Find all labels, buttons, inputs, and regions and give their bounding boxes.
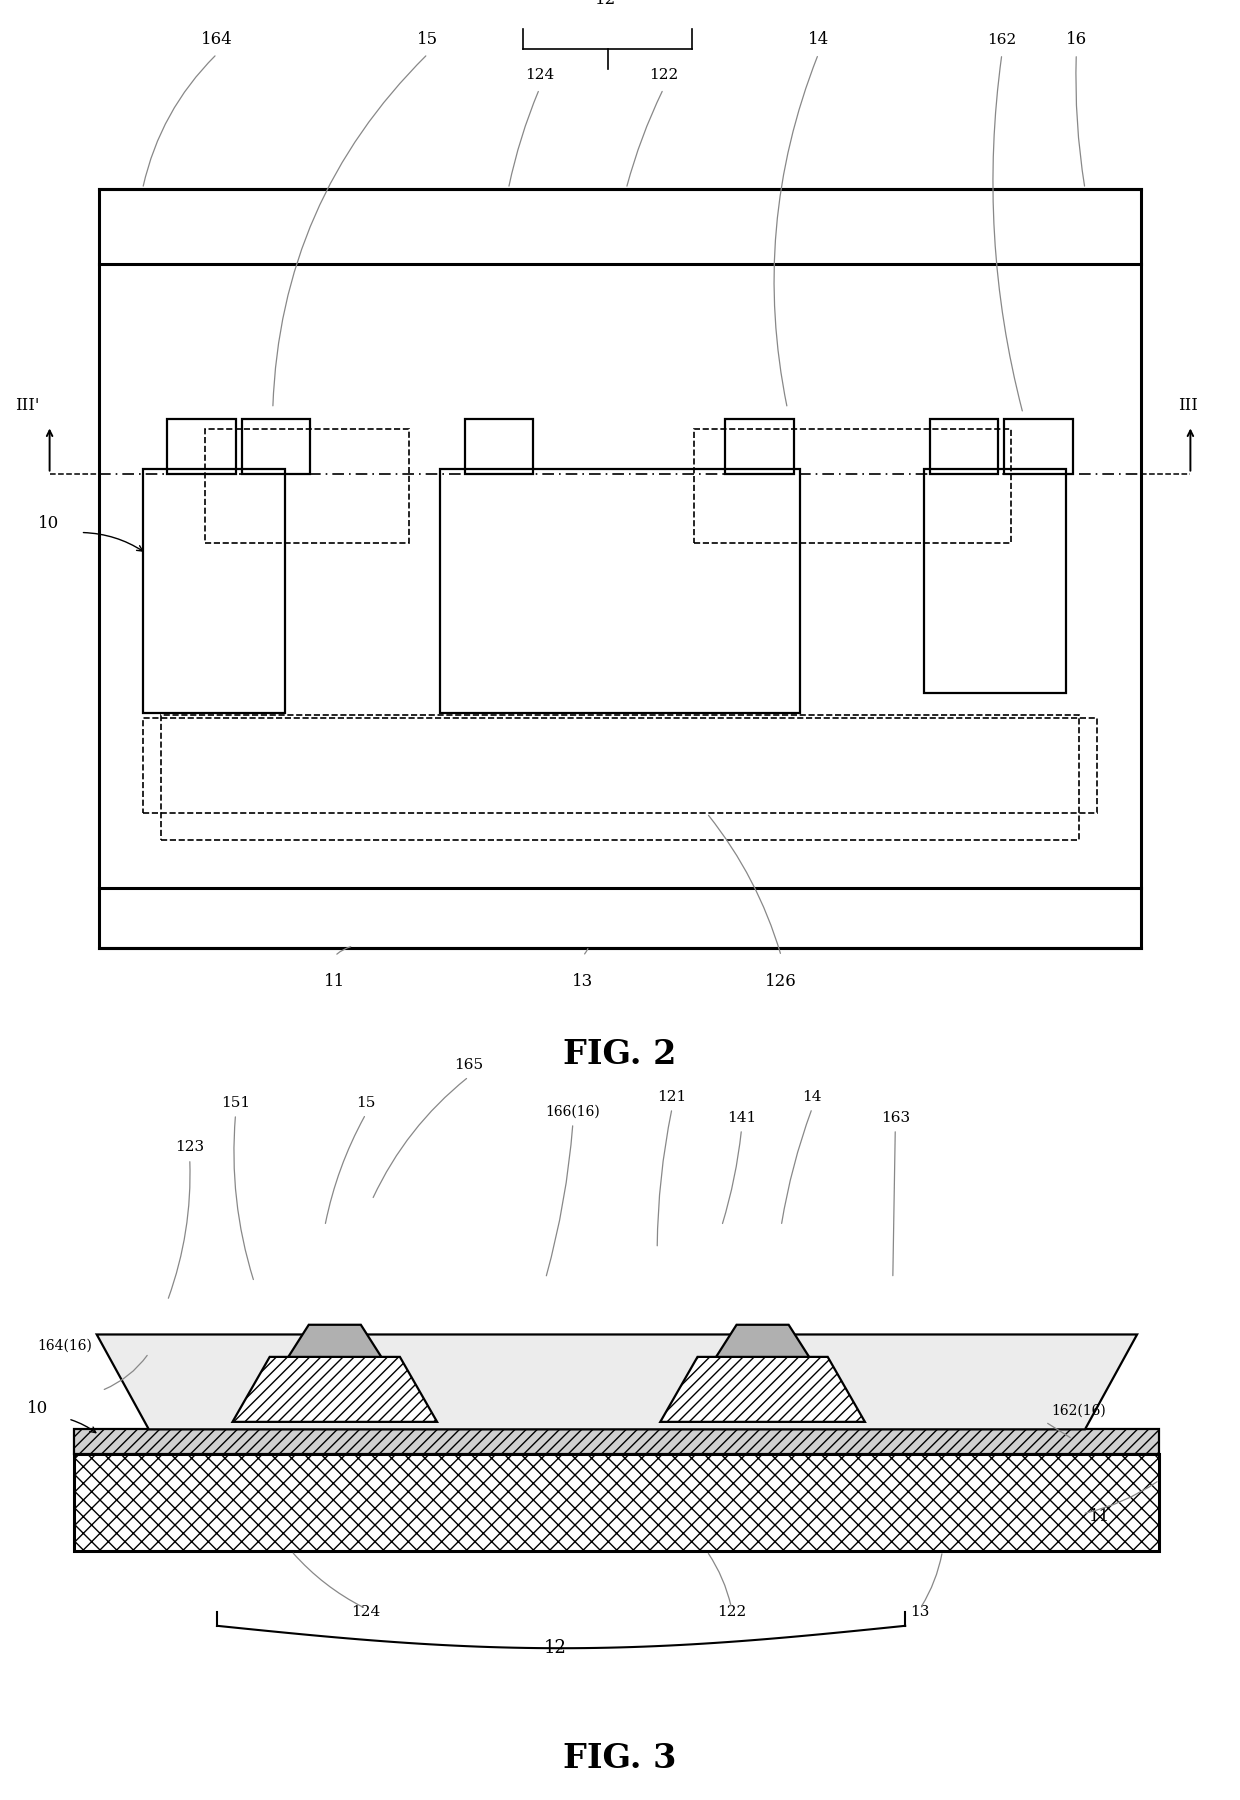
Bar — [465, 419, 533, 473]
Bar — [99, 189, 1141, 949]
Text: 121: 121 — [657, 1089, 687, 1103]
Text: 162: 162 — [987, 32, 1017, 47]
Polygon shape — [233, 1357, 438, 1422]
Bar — [1004, 419, 1073, 473]
Text: 141: 141 — [727, 1111, 756, 1125]
Text: 10: 10 — [26, 1400, 48, 1417]
Bar — [143, 468, 285, 713]
Bar — [694, 428, 1011, 544]
Text: 123: 123 — [175, 1141, 205, 1154]
Text: 164(16): 164(16) — [37, 1339, 92, 1352]
Bar — [924, 468, 1066, 693]
Text: 151: 151 — [221, 1096, 250, 1109]
Polygon shape — [97, 1334, 1137, 1429]
Text: 14: 14 — [802, 1089, 822, 1103]
Text: 163: 163 — [880, 1111, 910, 1125]
Text: 12: 12 — [594, 0, 616, 7]
Text: 162(16): 162(16) — [1052, 1404, 1106, 1417]
Text: 15: 15 — [417, 31, 439, 49]
Text: 124: 124 — [351, 1606, 381, 1618]
Bar — [161, 715, 1079, 841]
Bar — [930, 419, 998, 473]
Text: 11: 11 — [324, 974, 346, 990]
Text: FIG. 2: FIG. 2 — [563, 1039, 677, 1071]
Text: 12: 12 — [544, 1640, 567, 1658]
Bar — [205, 428, 409, 544]
Text: 14: 14 — [807, 31, 830, 49]
Text: 16: 16 — [1065, 31, 1087, 49]
Text: FIG. 3: FIG. 3 — [563, 1742, 677, 1775]
Bar — [725, 419, 794, 473]
Bar — [143, 718, 1097, 814]
Bar — [74, 1454, 1159, 1552]
Text: 10: 10 — [38, 515, 60, 533]
Text: 122: 122 — [649, 68, 678, 83]
Text: 166(16): 166(16) — [546, 1105, 600, 1118]
Text: 165: 165 — [454, 1058, 484, 1073]
Text: 15: 15 — [356, 1096, 376, 1109]
Text: III: III — [1178, 396, 1198, 414]
Text: 122: 122 — [717, 1606, 746, 1618]
Text: 13: 13 — [910, 1606, 930, 1618]
Text: 164: 164 — [201, 31, 233, 49]
Polygon shape — [717, 1325, 808, 1357]
Text: 126: 126 — [765, 974, 797, 990]
Text: 11: 11 — [1089, 1508, 1110, 1525]
Bar — [242, 419, 310, 473]
Text: 13: 13 — [572, 974, 594, 990]
Text: III': III' — [15, 396, 40, 414]
Polygon shape — [660, 1357, 866, 1422]
Polygon shape — [288, 1325, 382, 1357]
Bar — [74, 1429, 1159, 1454]
Bar — [440, 468, 800, 713]
Text: 124: 124 — [525, 68, 554, 83]
Bar — [167, 419, 236, 473]
